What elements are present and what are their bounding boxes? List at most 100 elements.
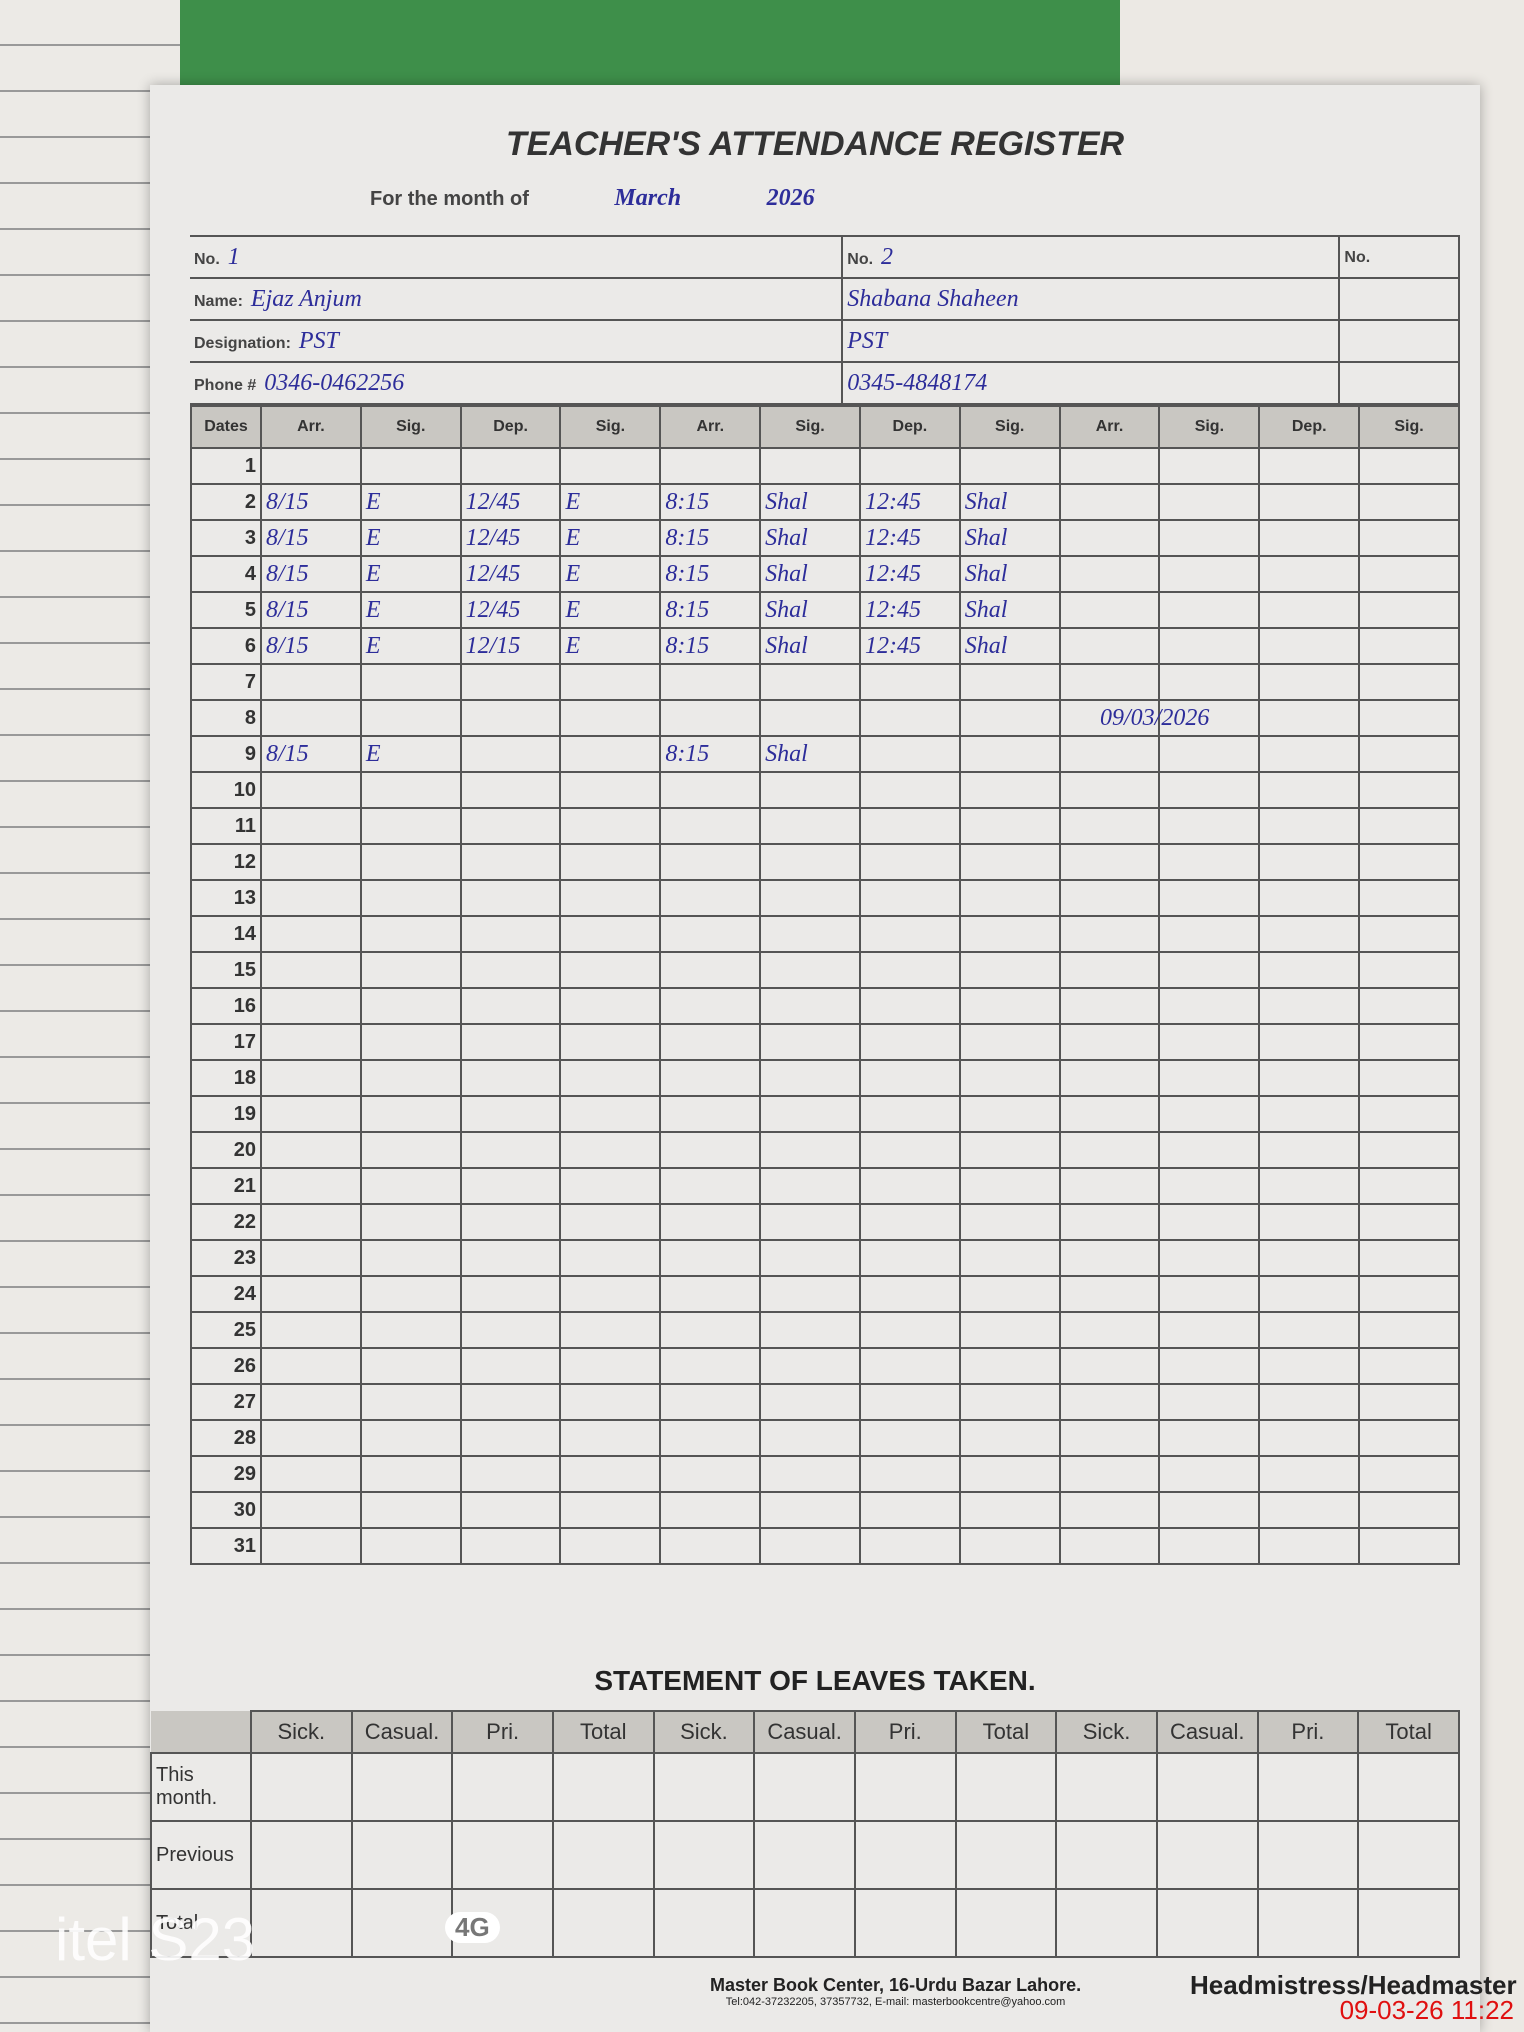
- cell: [359, 1491, 462, 1529]
- cell: [1258, 807, 1361, 845]
- cell: [1358, 915, 1460, 953]
- cell: [1058, 483, 1161, 521]
- cell: [459, 1527, 562, 1565]
- cell: [858, 699, 961, 737]
- cell: [858, 1059, 961, 1097]
- cell: [359, 1419, 462, 1457]
- cell: [1358, 1311, 1460, 1349]
- cell: [559, 987, 662, 1025]
- entry: E: [359, 519, 462, 557]
- cell: [559, 1059, 662, 1097]
- cell: [958, 1383, 1061, 1421]
- row-label: Previous: [150, 1820, 252, 1890]
- cell: [1158, 1455, 1261, 1493]
- entry: 8/15: [260, 735, 362, 773]
- field-value: 2: [881, 243, 894, 270]
- field-label: Designation:: [194, 334, 291, 352]
- date-row: 4 8/15 E 12/45 E 8:15 Shal 12:45 Shal: [190, 555, 1460, 593]
- cell: [958, 951, 1061, 989]
- date-row: 6 8/15 E 12/15 E 8:15 Shal 12:45 Shal: [190, 627, 1460, 665]
- header-cell: Sig.: [759, 405, 861, 449]
- cell: [1155, 1888, 1259, 1958]
- cell: [1158, 555, 1261, 593]
- info-cell: No. 2: [842, 235, 1341, 279]
- cell: [958, 699, 1061, 737]
- entry: 8:15: [659, 519, 762, 557]
- leave-row: Previous: [150, 1820, 1460, 1890]
- cell: [659, 879, 762, 917]
- cell: [659, 1491, 762, 1529]
- entry: 12:45: [858, 519, 961, 557]
- cell: [1358, 807, 1460, 845]
- cell: [853, 1752, 957, 1822]
- date-row: 28: [190, 1419, 1460, 1457]
- cell: [350, 1820, 454, 1890]
- cell: [1258, 1347, 1361, 1385]
- cell: [858, 879, 961, 917]
- entry: 8/15: [260, 627, 362, 665]
- cell: [954, 1820, 1058, 1890]
- cell: [1258, 1095, 1361, 1133]
- entry: Shal: [958, 627, 1061, 665]
- cell: [260, 1527, 362, 1565]
- cell: [1058, 915, 1161, 953]
- info-row: Phone # 0346-0462256 0345-4848174: [190, 361, 1460, 405]
- cell: [1258, 1275, 1361, 1313]
- entry: Shal: [759, 483, 861, 521]
- cell: [1358, 1383, 1460, 1421]
- cell: [559, 699, 662, 737]
- date-row: 10: [190, 771, 1460, 809]
- date: 26: [190, 1347, 262, 1385]
- cell: [1358, 627, 1460, 665]
- title: TEACHER'S ATTENDANCE REGISTER: [505, 125, 1125, 163]
- cell: [559, 843, 662, 881]
- cell: [551, 1820, 655, 1890]
- cell: [260, 1419, 362, 1457]
- date: 30: [190, 1491, 262, 1529]
- info-cell: No.: [1339, 235, 1460, 279]
- register-page: TEACHER'S ATTENDANCE REGISTER For the mo…: [150, 85, 1517, 2032]
- date: 19: [190, 1095, 262, 1133]
- cell: [1358, 1275, 1460, 1313]
- entry: E: [559, 555, 662, 593]
- cell: [359, 843, 462, 881]
- cell: [1058, 1347, 1161, 1385]
- cell: [1058, 1455, 1161, 1493]
- cell: [659, 951, 762, 989]
- head-signature-label: Headmistress/Headmaster: [1190, 1970, 1517, 2000]
- cell: [858, 1491, 961, 1529]
- cell: [759, 1239, 861, 1277]
- cell: [459, 879, 562, 917]
- cell: [1258, 1023, 1361, 1061]
- cell: [459, 807, 562, 845]
- cell: [359, 1059, 462, 1097]
- entry: Shal: [958, 519, 1061, 557]
- cell: [559, 1275, 662, 1313]
- cell: [459, 1239, 562, 1277]
- date-row: 1: [190, 447, 1460, 485]
- cell: [1058, 843, 1161, 881]
- cell: [659, 771, 762, 809]
- header-cell: Dep.: [858, 405, 961, 449]
- entry: 12:45: [858, 627, 961, 665]
- cell: [459, 987, 562, 1025]
- cell: [1258, 987, 1361, 1025]
- cell: [1058, 1095, 1161, 1133]
- header-cell: Sig.: [1358, 405, 1460, 449]
- cell: [1158, 771, 1261, 809]
- cell: [260, 1311, 362, 1349]
- cell: [1058, 627, 1161, 665]
- cell: [559, 447, 662, 485]
- entry: E: [359, 735, 462, 773]
- cell: [1358, 447, 1460, 485]
- cell: [759, 1455, 861, 1493]
- row-label: Total: [150, 1888, 252, 1958]
- cell: [451, 1820, 554, 1890]
- cell: [1158, 987, 1261, 1025]
- entry: E: [559, 483, 662, 521]
- cell: [958, 843, 1061, 881]
- cell: [1158, 627, 1261, 665]
- date-row: 31: [190, 1527, 1460, 1565]
- cell: [858, 843, 961, 881]
- cell: [759, 771, 861, 809]
